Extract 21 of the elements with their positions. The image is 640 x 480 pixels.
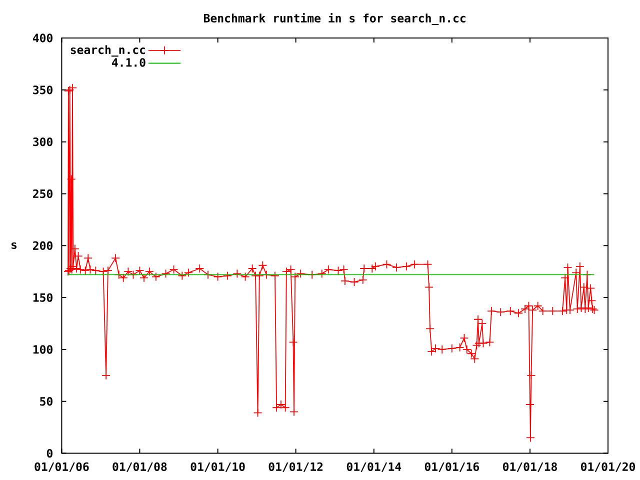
y-tick-label: 0 xyxy=(46,448,52,458)
y-axis-title: s xyxy=(12,242,17,249)
legend-label: 4.1.0 xyxy=(112,58,146,67)
chart-title: Benchmark runtime in s for search_n.cc xyxy=(204,12,466,26)
y-tick-label: 250 xyxy=(33,189,52,198)
x-tick-label: 01/01/20 xyxy=(581,462,636,472)
y-tick-label: 150 xyxy=(33,293,52,302)
x-tick-label: 01/01/06 xyxy=(34,462,89,472)
y-tick-label: 50 xyxy=(40,397,52,406)
y-tick-label: 350 xyxy=(33,86,52,94)
y-tick-label: 200 xyxy=(33,241,52,250)
y-tick-label: 400 xyxy=(32,34,52,42)
x-tick-label: 01/01/16 xyxy=(424,462,479,472)
y-tick-label: 300 xyxy=(33,137,52,146)
x-tick-label: 01/01/08 xyxy=(112,462,167,472)
x-tick-label: 01/01/12 xyxy=(268,462,323,472)
legend-label: search_n.cc xyxy=(70,45,146,57)
x-tick-label: 01/01/10 xyxy=(190,462,245,472)
y-tick-label: 100 xyxy=(33,345,52,354)
x-tick-label: 01/01/18 xyxy=(503,462,557,472)
x-tick-label: 01/01/14 xyxy=(346,462,402,472)
